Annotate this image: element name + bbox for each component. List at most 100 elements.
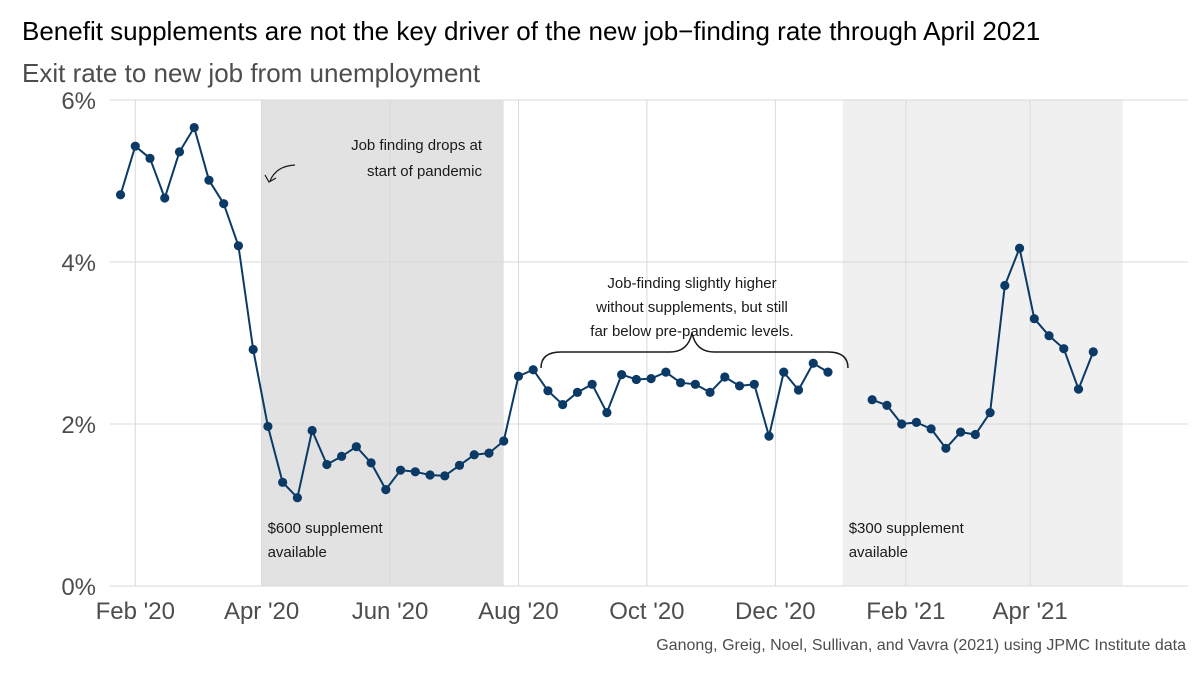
data-point	[926, 424, 936, 434]
data-point	[543, 386, 553, 396]
data-point	[440, 471, 450, 481]
shaded-periods	[261, 100, 1123, 586]
annotation-line: Job finding drops at	[351, 137, 483, 154]
y-tick-label: 4%	[61, 250, 96, 277]
data-point	[263, 421, 273, 432]
data-point	[720, 372, 730, 382]
data-point	[941, 443, 951, 453]
data-point	[1073, 384, 1084, 394]
data-point	[1059, 344, 1069, 354]
data-point	[764, 431, 774, 441]
annotation-arrow	[269, 164, 296, 182]
chart-title: Benefit supplements are not the key driv…	[22, 16, 1041, 46]
x-tick-label: Aug '20	[478, 598, 559, 625]
shaded-period-1	[261, 100, 504, 586]
data-point	[130, 141, 140, 151]
data-point	[351, 442, 361, 452]
annotation-brace	[540, 332, 849, 369]
data-point	[956, 427, 966, 437]
data-point	[1014, 243, 1025, 253]
annotation-line: far below pre-pandemic levels.	[590, 323, 793, 340]
data-point	[248, 344, 258, 355]
series	[115, 122, 1098, 503]
data-point	[484, 448, 494, 458]
y-axis-ticks: 0% 2% 4% 6%	[61, 88, 96, 601]
shade-label-line: available	[268, 544, 327, 561]
source-note: Ganong, Greig, Noel, Sullivan, and Vavra…	[656, 637, 1186, 654]
chart-subtitle: Exit rate to new job from unemployment	[22, 58, 481, 88]
x-tick-label: Feb '20	[96, 598, 175, 625]
annotation-arrowhead	[264, 174, 277, 183]
data-point	[779, 367, 789, 377]
data-point	[911, 417, 921, 427]
annotation-job-finding-higher: Job-finding slightly higher without suppl…	[590, 275, 793, 340]
data-point	[1044, 331, 1054, 341]
data-point	[1000, 280, 1010, 291]
data-point	[572, 387, 583, 398]
data-point	[307, 425, 317, 436]
data-point	[204, 175, 214, 185]
data-point	[381, 485, 391, 495]
data-point	[174, 147, 185, 157]
data-point	[617, 369, 627, 380]
data-point	[337, 451, 347, 461]
data-point	[395, 465, 406, 475]
data-point	[646, 374, 656, 384]
data-point	[454, 460, 465, 470]
annotation-line: start of pandemic	[367, 163, 483, 180]
data-point	[793, 385, 804, 395]
data-point	[1029, 314, 1039, 324]
data-point	[985, 408, 995, 418]
shade-label-2: $300 supplement available	[849, 520, 965, 561]
data-point	[513, 371, 524, 381]
data-point	[528, 365, 538, 375]
data-point	[749, 379, 759, 389]
data-point	[278, 477, 288, 487]
data-point	[705, 387, 715, 398]
annotation-line: Job-finding slightly higher	[607, 275, 776, 292]
data-point	[558, 399, 568, 410]
data-point	[322, 459, 332, 470]
annotation-job-finding-drops: Job finding drops at start of pandemic	[351, 137, 483, 180]
data-point	[882, 400, 892, 410]
x-tick-label: Apr '21	[992, 598, 1067, 625]
data-point	[425, 470, 435, 480]
data-point	[897, 419, 907, 429]
series-line-2	[871, 247, 1095, 450]
data-point	[734, 381, 745, 391]
data-point	[823, 367, 833, 377]
x-axis-ticks: Feb '20 Apr '20 Jun '20 Aug '20 Oct '20 Dec '…	[96, 598, 1068, 625]
data-point	[469, 450, 479, 460]
data-point	[189, 122, 199, 133]
shaded-period-2	[842, 100, 1123, 586]
y-tick-label: 2%	[61, 412, 96, 439]
shade-label-line: $600 supplement	[268, 520, 384, 537]
data-point	[366, 458, 376, 468]
data-point	[145, 153, 155, 163]
data-point	[661, 367, 671, 377]
x-tick-label: Jun '20	[352, 598, 429, 625]
shade-label-1: $600 supplement available	[268, 520, 384, 561]
data-point	[115, 190, 126, 200]
x-tick-label: Oct '20	[609, 598, 684, 625]
shade-label-line: available	[849, 544, 908, 561]
data-point	[1088, 347, 1098, 357]
data-point	[587, 379, 597, 389]
data-point	[970, 429, 980, 440]
data-point	[233, 241, 244, 251]
data-point	[631, 374, 641, 385]
shade-label-line: $300 supplement	[849, 520, 965, 537]
shaded-period-labels: $600 supplement available $300 supplement a…	[268, 520, 965, 561]
data-point	[219, 199, 229, 209]
data-point	[160, 193, 170, 203]
y-tick-label: 6%	[61, 88, 96, 115]
x-tick-label: Apr '20	[224, 598, 299, 625]
data-point	[690, 379, 700, 389]
y-tick-label: 0%	[61, 574, 96, 601]
data-point	[867, 395, 877, 405]
data-point	[675, 378, 686, 388]
data-point	[410, 467, 420, 477]
x-tick-label: Feb '21	[866, 598, 945, 625]
annotation-line: without supplements, but still	[595, 299, 788, 316]
